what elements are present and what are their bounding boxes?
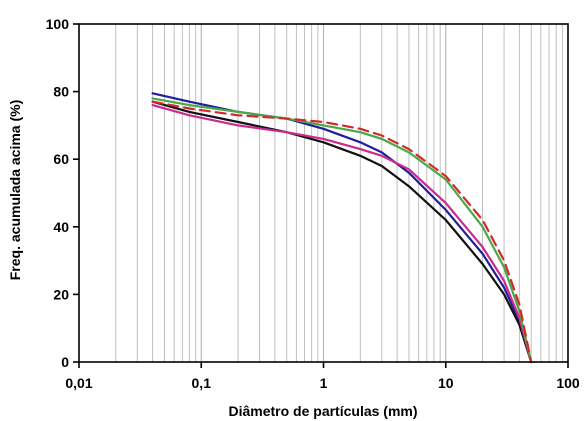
x-tick-label: 100	[556, 375, 580, 391]
y-tick-label: 80	[53, 84, 69, 100]
x-tick-label: 0,01	[65, 375, 92, 391]
series-line-3	[151, 103, 533, 364]
tick-labels: 0 20 40 60 80 100 0,01 0,1 1 10 100	[46, 16, 580, 391]
y-tick-label: 20	[53, 286, 69, 302]
x-tick-label: 0,1	[192, 375, 212, 391]
series-line-4	[151, 97, 533, 364]
x-tick-label: 10	[438, 375, 454, 391]
y-tick-label: 100	[46, 16, 70, 32]
series-line-2	[151, 100, 533, 364]
axes	[73, 23, 569, 368]
x-tick-label: 1	[320, 375, 328, 391]
y-tick-label: 60	[53, 151, 69, 167]
y-axis-title: Freq. acumulada acima (%)	[7, 100, 23, 281]
y-tick-label: 40	[53, 219, 69, 235]
data-series	[151, 92, 533, 364]
series-line-5	[151, 100, 533, 364]
y-tick-label: 0	[61, 354, 69, 370]
x-axis-title: Diâmetro de partículas (mm)	[228, 403, 417, 419]
